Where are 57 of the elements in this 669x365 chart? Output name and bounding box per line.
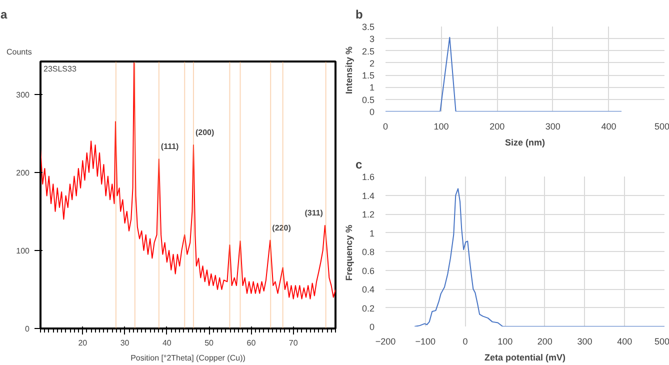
y-tick-label: 2.5 [362, 46, 375, 56]
annotation: (111) [160, 142, 180, 152]
x-tick-label: 200 [537, 336, 552, 346]
x-axis-title: Size (nm) [505, 138, 546, 148]
y-tick-label: 0 [369, 107, 375, 117]
y-tick-label: 0.2 [362, 303, 375, 314]
x-tick-label: 30 [120, 338, 130, 348]
line-series [40, 62, 336, 300]
y-tick-label: 200 [16, 168, 30, 178]
x-tick-label: 50 [204, 338, 214, 348]
x-tick-label: 0 [382, 122, 388, 132]
x-tick-label: 300 [577, 336, 592, 346]
y-tick-label: 3.5 [362, 22, 375, 32]
annotation: (200) [195, 128, 214, 138]
y-axis-title: Counts [6, 48, 32, 56]
y-tick-label: 0.5 [362, 94, 375, 105]
x-tick-label: 20 [78, 338, 88, 348]
x-tick-label: 200 [490, 122, 505, 132]
chart-title: c [356, 158, 362, 172]
x-tick-label: 500 [654, 122, 669, 132]
y-tick-label: 1.5 [362, 70, 375, 81]
y-tick-label: 300 [16, 90, 30, 100]
x-tick-label: 40 [162, 338, 172, 348]
y-tick-label: 1 [369, 82, 375, 93]
y-tick-label: 0 [369, 322, 375, 332]
annotation: (220) [272, 223, 292, 232]
x-tick-label: 400 [601, 122, 616, 132]
annotation: 23SLS33 [44, 64, 77, 74]
x-tick-label: 100 [498, 336, 513, 346]
y-tick-label: 100 [16, 246, 30, 256]
x-tick-label: 100 [434, 122, 449, 132]
x-tick-label: 400 [617, 336, 632, 346]
y-tick-label: 3 [369, 34, 375, 44]
y-tick-label: 0.4 [362, 284, 375, 294]
chart-title: a [0, 8, 8, 22]
y-tick-label: 1.6 [362, 172, 375, 182]
x-tick-label: 70 [288, 338, 298, 348]
x-tick-label: 60 [246, 338, 256, 348]
x-tick-label: 500 [654, 336, 669, 346]
x-tick-label: −200 [375, 336, 396, 346]
x-axis-title: Position [°2Theta] (Copper (Cu)) [130, 354, 246, 362]
chart-title: b [356, 8, 363, 22]
y-tick-label: 0.6 [362, 266, 375, 276]
y-tick-label: 1.4 [362, 190, 375, 201]
annotation: (311) [304, 208, 324, 218]
y-tick-label: 0 [25, 324, 30, 334]
x-tick-label: 0 [462, 336, 468, 346]
line-series [414, 188, 664, 326]
x-tick-label: −100 [415, 336, 436, 346]
y-tick-label: 0.8 [362, 247, 375, 257]
x-axis-title: Zeta potential (mV) [484, 352, 566, 362]
y-axis-title: Intensity % [344, 46, 354, 94]
y-tick-label: 1.2 [362, 210, 375, 220]
y-axis-title: Frequency % [344, 224, 354, 281]
y-tick-label: 1 [369, 228, 375, 238]
y-tick-label: 2 [369, 58, 375, 68]
x-tick-label: 300 [545, 122, 560, 132]
